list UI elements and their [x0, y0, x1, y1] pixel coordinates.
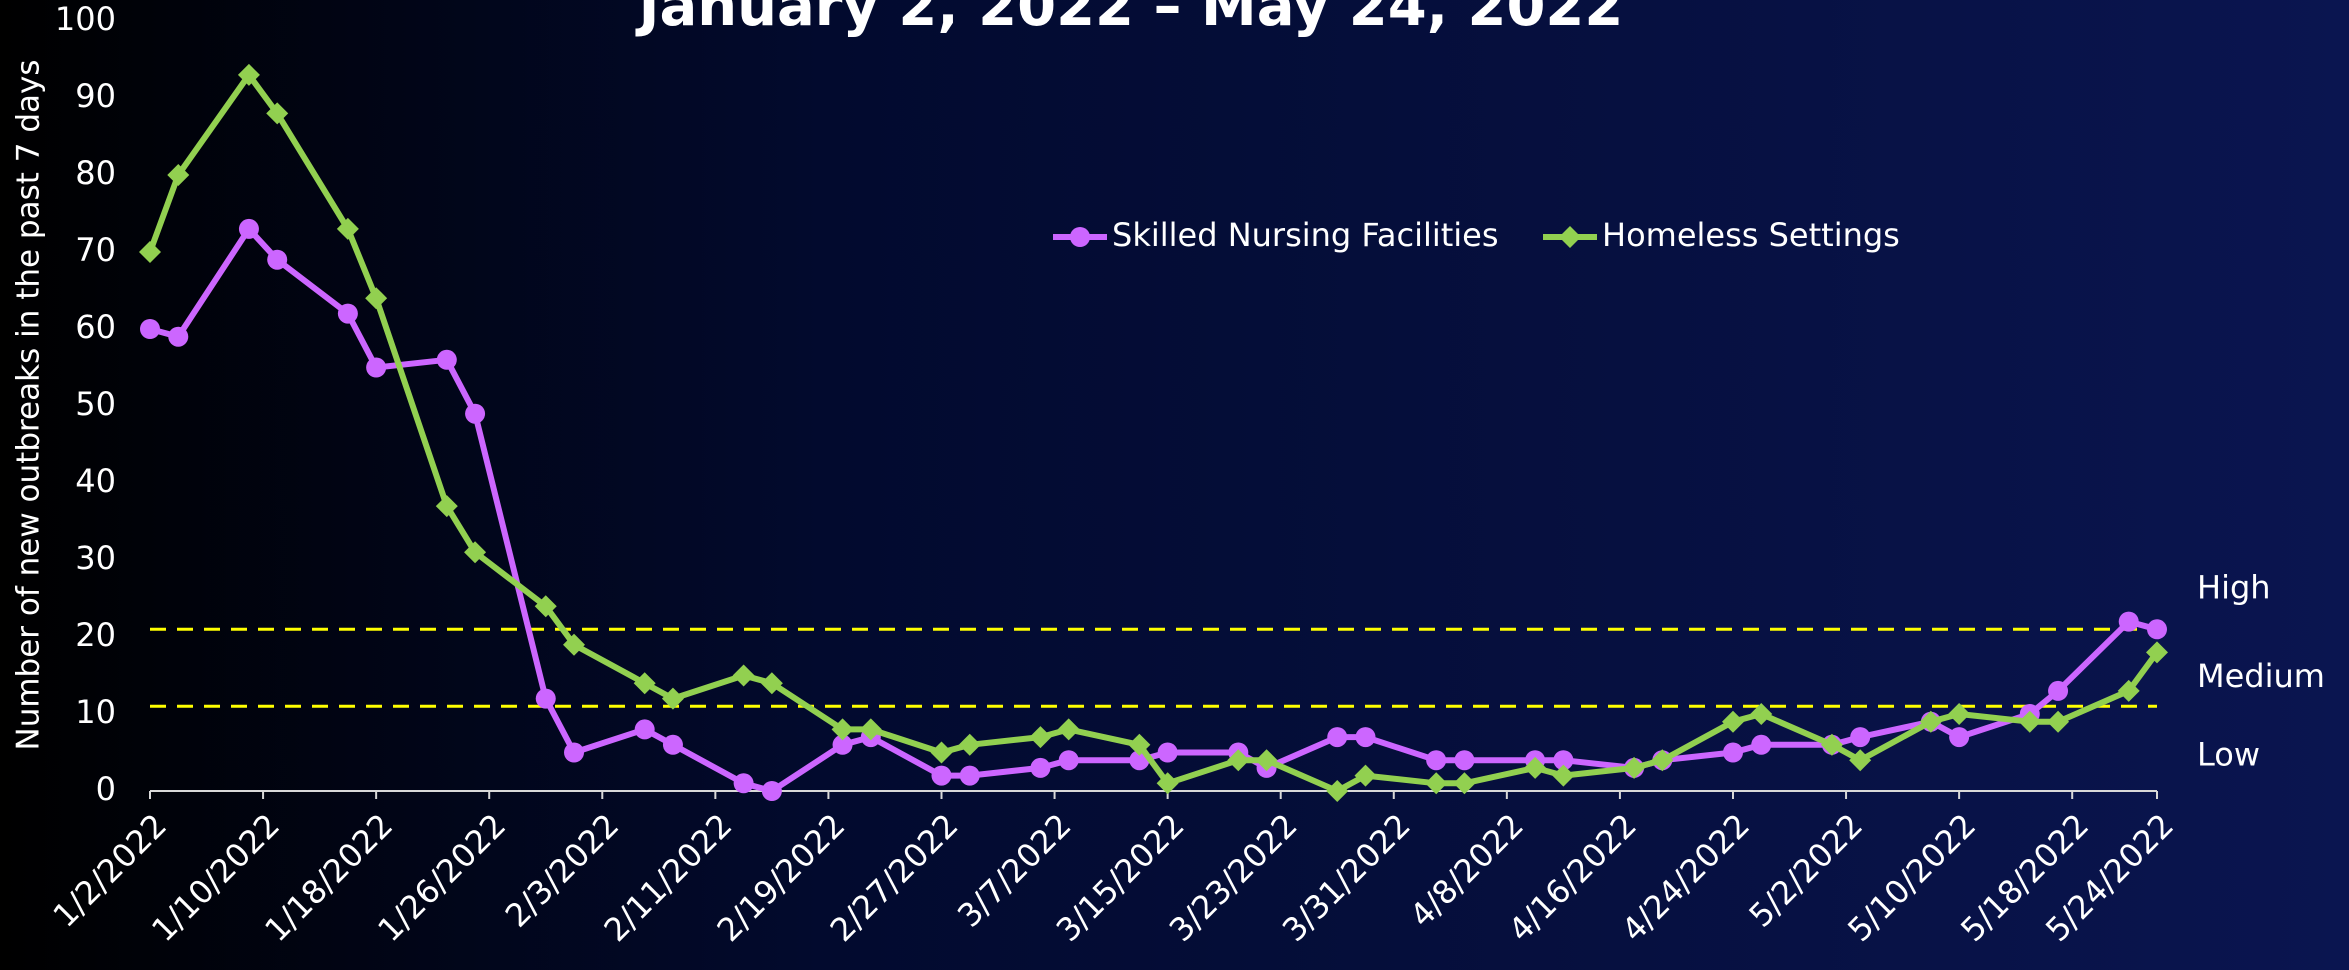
y-tick-label: 50 [75, 385, 116, 423]
y-axis-title: Number of new outbreaks in the past 7 da… [11, 59, 47, 750]
data-point [1553, 750, 1574, 771]
data-point [238, 218, 259, 239]
data-point [1850, 727, 1871, 748]
data-point [1029, 726, 1052, 749]
data-point [958, 733, 981, 756]
data-point [1751, 734, 1772, 755]
data-point [464, 541, 487, 564]
data-point [1156, 772, 1179, 795]
data-point [1355, 727, 1376, 748]
data-point [634, 719, 655, 740]
y-tick-label: 10 [75, 693, 116, 731]
data-point [831, 718, 854, 741]
data-point [633, 672, 656, 695]
data-point [1426, 750, 1447, 771]
data-point [931, 765, 952, 786]
data-point [1849, 749, 1872, 772]
data-point [1750, 703, 1773, 725]
data-point [436, 349, 457, 370]
y-tick-label: 70 [75, 231, 116, 269]
data-point [139, 241, 161, 263]
data-point [1057, 718, 1080, 741]
data-point [168, 326, 189, 347]
legend-label: Homeless Settings [1602, 216, 1900, 254]
y-tick-label: 30 [75, 539, 116, 577]
y-tick-label: 20 [75, 616, 116, 654]
chart-title: January 2, 2022 – May 24, 2022 [635, 0, 1624, 39]
data-point [336, 217, 359, 240]
data-point [2018, 710, 2041, 733]
data-point [563, 633, 586, 656]
data-point [1453, 772, 1476, 795]
y-tick-label: 80 [75, 154, 116, 192]
level-label: High [2197, 568, 2271, 606]
legend-marker [1070, 227, 1090, 247]
level-label: Medium [2197, 657, 2325, 695]
data-point [337, 303, 358, 324]
data-point [761, 781, 782, 801]
data-point [1425, 772, 1448, 795]
data-point [1058, 750, 1079, 771]
data-point [1327, 727, 1348, 748]
data-point [1326, 780, 1349, 802]
data-point [1354, 764, 1377, 787]
data-point [237, 63, 260, 86]
data-point [2047, 710, 2070, 733]
legend-label: Skilled Nursing Facilities [1112, 216, 1499, 254]
data-point [859, 718, 882, 741]
data-point [2048, 680, 2069, 701]
data-point [930, 741, 953, 764]
data-point [959, 765, 980, 786]
y-tick-label: 90 [75, 77, 116, 115]
data-point [661, 687, 684, 710]
data-point [2146, 641, 2168, 664]
data-point [832, 734, 853, 755]
data-point [760, 672, 783, 695]
data-point [1722, 742, 1743, 763]
data-point [732, 664, 755, 687]
data-point [662, 734, 683, 755]
data-point [366, 357, 387, 378]
data-point [1128, 733, 1151, 756]
data-point [2147, 619, 2167, 640]
data-point [534, 595, 557, 618]
data-point [1454, 750, 1475, 771]
data-point [564, 742, 585, 763]
data-point [1721, 710, 1744, 733]
data-point [435, 495, 458, 518]
y-tick-label: 60 [75, 308, 116, 346]
data-point [465, 403, 486, 424]
y-tick-label: 0 [96, 770, 116, 808]
data-point [1651, 749, 1674, 772]
data-point [140, 319, 160, 339]
data-point [535, 688, 556, 709]
data-point [365, 287, 388, 310]
legend-marker [1559, 226, 1581, 248]
data-point [267, 249, 288, 270]
data-point [1948, 703, 1971, 725]
data-point [167, 164, 190, 186]
data-point [1157, 742, 1178, 763]
data-point [1227, 749, 1250, 772]
y-tick-label: 100 [55, 0, 116, 38]
level-label: Low [2197, 735, 2260, 773]
data-point [2117, 679, 2140, 702]
data-point [1623, 756, 1646, 779]
data-point [1919, 710, 1942, 733]
data-point [1255, 749, 1278, 772]
data-point [1030, 757, 1051, 778]
data-point [266, 102, 289, 125]
data-point [2118, 611, 2139, 632]
y-tick-label: 40 [75, 462, 116, 500]
data-point [733, 773, 754, 794]
data-point [1524, 756, 1547, 779]
data-point [1949, 727, 1970, 748]
data-point [1820, 733, 1843, 756]
data-point [1552, 764, 1575, 787]
